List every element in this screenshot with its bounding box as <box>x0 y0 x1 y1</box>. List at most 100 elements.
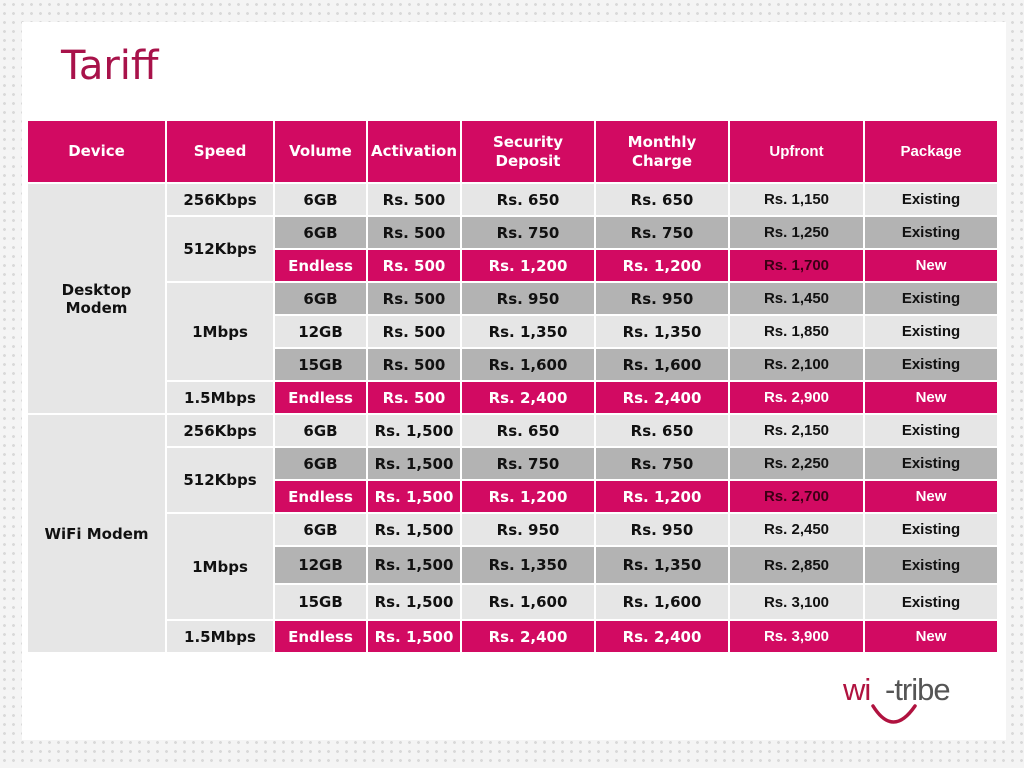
header-activation: Activation <box>366 119 462 184</box>
volume-cell: 15GB <box>273 583 368 621</box>
table-row: 15GB Rs. 1,500 Rs. 1,600 Rs. 1,600 Rs. 3… <box>27 583 999 621</box>
volume-cell: 6GB <box>273 512 368 547</box>
package-cell: Existing <box>863 281 999 316</box>
monthly-charge-cell: Rs. 1,350 <box>594 314 730 349</box>
security-deposit-cell: Rs. 950 <box>460 281 596 316</box>
header-volume: Volume <box>273 119 368 184</box>
header-device: Device <box>26 119 167 184</box>
activation-cell: Rs. 500 <box>366 347 462 382</box>
table-row: 1Mbps 6GB Rs. 500 Rs. 950 Rs. 950 Rs. 1,… <box>27 281 999 382</box>
volume-cell: 12GB <box>273 314 368 349</box>
monthly-charge-cell: Rs. 950 <box>594 512 730 547</box>
activation-cell: Rs. 1,500 <box>366 413 462 448</box>
speed-cell: 256Kbps <box>165 413 275 448</box>
table-row-new: 1.5Mbps Endless Rs. 1,500 Rs. 2,400 Rs. … <box>27 619 999 654</box>
security-deposit-cell: Rs. 950 <box>460 512 596 547</box>
upfront-cell: Rs. 1,450 <box>728 281 865 316</box>
monthly-charge-cell: Rs. 1,200 <box>594 479 730 514</box>
package-cell: Existing <box>863 583 999 621</box>
activation-cell: Rs. 500 <box>366 281 462 316</box>
header-package: Package <box>863 119 999 184</box>
smile-icon <box>871 704 917 724</box>
monthly-charge-cell: Rs. 950 <box>594 281 730 316</box>
monthly-charge-cell: Rs. 2,400 <box>594 380 730 415</box>
package-cell: Existing <box>863 215 999 250</box>
security-deposit-cell: Rs. 1,600 <box>460 347 596 382</box>
package-cell: Existing <box>863 182 999 217</box>
upfront-cell: Rs. 1,150 <box>728 182 865 217</box>
upfront-cell: Rs. 3,900 <box>728 619 865 654</box>
upfront-cell: Rs. 2,100 <box>728 347 865 382</box>
table-row-new: Endless Rs. 500 Rs. 1,200 Rs. 1,200 Rs. … <box>27 248 999 283</box>
activation-cell: Rs. 1,500 <box>366 619 462 654</box>
tariff-table: Device Speed Volume Activation Security D… <box>26 119 999 654</box>
monthly-charge-cell: Rs. 2,400 <box>594 619 730 654</box>
package-cell: New <box>863 248 999 283</box>
speed-cell: 256Kbps <box>165 182 275 217</box>
upfront-cell: Rs. 2,250 <box>728 446 865 481</box>
logo-text-tribe: -tribe <box>885 672 951 707</box>
activation-cell: Rs. 500 <box>366 182 462 217</box>
upfront-cell: Rs. 2,900 <box>728 380 865 415</box>
speed-cell: 1.5Mbps <box>165 619 275 654</box>
table-row: 15GB Rs. 500 Rs. 1,600 Rs. 1,600 Rs. 2,1… <box>27 347 999 382</box>
header-row: Device Speed Volume Activation Security D… <box>26 119 999 184</box>
volume-cell: 15GB <box>273 347 368 382</box>
activation-cell: Rs. 1,500 <box>366 512 462 547</box>
security-deposit-cell: Rs. 1,600 <box>460 583 596 621</box>
table-row: 1Mbps 6GB Rs. 1,500 Rs. 950 Rs. 950 Rs. … <box>27 512 999 621</box>
package-cell: Existing <box>863 512 999 547</box>
logo-text-wi: wi <box>843 672 871 707</box>
page-title: Tariff <box>61 43 159 89</box>
volume-cell: Endless <box>273 248 368 283</box>
volume-cell: 6GB <box>273 446 368 481</box>
upfront-cell: Rs. 3,100 <box>728 583 865 621</box>
monthly-charge-cell: Rs. 650 <box>594 182 730 217</box>
security-deposit-cell: Rs. 650 <box>460 182 596 217</box>
table-row: Desktop Modem 256Kbps 6GB Rs. 500 Rs. 650… <box>26 182 999 415</box>
table-row: WiFi Modem 256Kbps 6GB Rs. 1,500 Rs. 650… <box>26 413 999 654</box>
upfront-cell: Rs. 1,250 <box>728 215 865 250</box>
activation-cell: Rs. 500 <box>366 380 462 415</box>
package-cell: New <box>863 380 999 415</box>
upfront-cell: Rs. 2,850 <box>728 545 865 585</box>
security-deposit-cell: Rs. 650 <box>460 413 596 448</box>
security-deposit-cell: Rs. 2,400 <box>460 619 596 654</box>
wi-tribe-logo: wi -tribe <box>843 672 953 724</box>
table-row: 512Kbps 6GB Rs. 500 Rs. 750 Rs. 750 Rs. … <box>27 215 999 283</box>
device-cell-wifi-modem: WiFi Modem <box>26 413 167 654</box>
security-deposit-cell: Rs. 750 <box>460 446 596 481</box>
device-cell-desktop-modem: Desktop Modem <box>26 182 167 415</box>
table-row: 12GB Rs. 1,500 Rs. 1,350 Rs. 1,350 Rs. 2… <box>27 545 999 585</box>
speed-cell: 512Kbps <box>165 446 275 514</box>
monthly-charge-cell: Rs. 750 <box>594 446 730 481</box>
activation-cell: Rs. 1,500 <box>366 545 462 585</box>
monthly-charge-cell: Rs. 1,350 <box>594 545 730 585</box>
header-upfront: Upfront <box>728 119 865 184</box>
header-monthly-charge: Monthly Charge <box>594 119 730 184</box>
upfront-cell: Rs. 1,700 <box>728 248 865 283</box>
package-cell: Existing <box>863 446 999 481</box>
monthly-charge-cell: Rs. 1,600 <box>594 583 730 621</box>
package-cell: Existing <box>863 347 999 382</box>
volume-cell: Endless <box>273 380 368 415</box>
package-cell: Existing <box>863 314 999 349</box>
security-deposit-cell: Rs. 1,200 <box>460 479 596 514</box>
package-cell: Existing <box>863 413 999 448</box>
table-row: 12GB Rs. 500 Rs. 1,350 Rs. 1,350 Rs. 1,8… <box>27 314 999 349</box>
table-row-new: Endless Rs. 1,500 Rs. 1,200 Rs. 1,200 Rs… <box>27 479 999 514</box>
volume-cell: 6GB <box>273 182 368 217</box>
upfront-cell: Rs. 1,850 <box>728 314 865 349</box>
speed-cell: 1Mbps <box>165 281 275 382</box>
activation-cell: Rs. 1,500 <box>366 479 462 514</box>
volume-cell: Endless <box>273 619 368 654</box>
upfront-cell: Rs. 2,700 <box>728 479 865 514</box>
monthly-charge-cell: Rs. 1,600 <box>594 347 730 382</box>
speed-cell: 1Mbps <box>165 512 275 621</box>
activation-cell: Rs. 1,500 <box>366 446 462 481</box>
volume-cell: Endless <box>273 479 368 514</box>
security-deposit-cell: Rs. 750 <box>460 215 596 250</box>
upfront-cell: Rs. 2,450 <box>728 512 865 547</box>
volume-cell: 12GB <box>273 545 368 585</box>
package-cell: Existing <box>863 545 999 585</box>
